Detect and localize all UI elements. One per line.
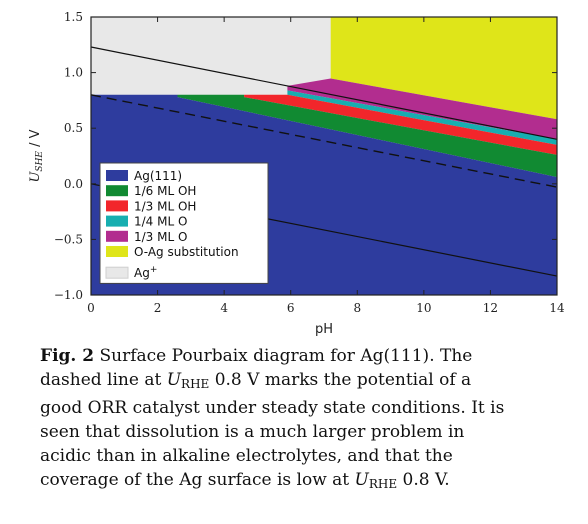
x-tick-label: 14 [549,301,565,315]
figure-caption: Fig. 2 Surface Pourbaix diagram for Ag(1… [40,344,580,496]
urhe-symbol-2: U [354,470,369,490]
region-oh-1-3-ml [244,94,557,155]
caption-line-1: Fig. 2 Surface Pourbaix diagram for Ag(1… [40,344,580,368]
region-o-1-4-ml [287,90,557,145]
plot-frame [90,16,558,296]
x-axis-label: pH [315,322,333,337]
urhe-subscript-2: RHE [368,477,398,491]
urhe-symbol: U [166,370,182,390]
x-tick-label: 4 [220,301,228,315]
y-tick-label: −0.5 [54,232,83,246]
y-tick-label: 1.5 [64,10,83,24]
urhe-subscript: RHE [181,377,210,391]
caption-line-6: coverage of the Ag surface is low at URH… [40,468,580,496]
region-oh-1-6-ml [177,94,557,178]
legend-label: O-Ag substitution [134,245,239,259]
x-tick-label: 6 [287,301,295,315]
legend-swatch [105,266,129,279]
legend-label: Ag(111) [134,169,182,183]
region-o-1-3-ml [287,78,557,140]
legend-label: 1/4 ML O [134,215,187,229]
figure-label: Fig. 2 [40,346,95,366]
caption-line-5: acidic than in alkaline electrolytes, an… [40,446,453,466]
caption-line-4: seen that dissolution is a much larger p… [40,422,465,442]
tick-layer: 0 2 4 6 8 10 12 14 1.5 1.0 0.5 0.0 −0.5 −1.0 [54,10,565,315]
legend: Ag(111)1/6 ML OH1/3 ML OH 1/4 ML O1/3 ML … [99,162,269,284]
caption-text-6b: 0.8 V. [397,470,450,490]
region-o-ag-substitution [330,17,557,120]
legend-swatch [106,215,128,227]
x-tick-label: 10 [416,301,431,315]
legend-label: 1/3 ML O [134,230,187,244]
legend-swatch [106,200,128,212]
legend-swatch [106,246,128,257]
pourbaix-chart: 0 2 4 6 8 10 12 141.51.00.50.0−0.5−1.0 Ag(111)1… [28,10,565,337]
x-tick-label: 2 [154,301,162,315]
x-tick-label: 8 [353,301,361,315]
caption-line-3: good ORR catalyst under steady state con… [40,398,505,418]
caption-text-2b: 0.8 V marks the potential of a [209,370,472,390]
y-tick-label: 0.0 [64,177,83,191]
legend-swatch [106,230,128,242]
y-tick-label: −1.0 [54,288,83,302]
y-axis-label: USHE / V [28,129,45,182]
legend-swatch [106,185,128,197]
x-tick-label: 0 [87,301,95,315]
caption-line-2: dashed line at URHE 0.8 V marks the pote… [40,368,580,396]
x-tick-label: 12 [483,301,498,315]
caption-text-6a: coverage of the Ag surface is low at [40,470,355,490]
legend-label: 1/3 ML OH [134,199,196,213]
legend-label: Ag+ [134,265,157,280]
caption-text-2a: dashed line at [40,370,167,390]
caption-text-1: Surface Pourbaix diagram for Ag(111). Th… [94,346,473,366]
legend-label: 1/6 ML OH [134,184,196,198]
boundary-line-1 [90,46,558,140]
y-tick-label: 0.5 [64,121,83,135]
y-tick-label: 1.0 [64,66,83,80]
legend-swatch [106,170,128,181]
